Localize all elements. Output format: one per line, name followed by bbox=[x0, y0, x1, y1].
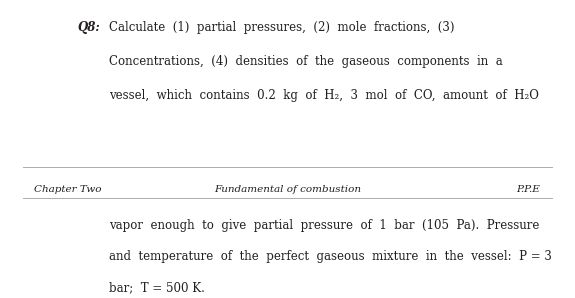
Text: Fundamental of combustion: Fundamental of combustion bbox=[214, 185, 361, 194]
Text: and  temperature  of  the  perfect  gaseous  mixture  in  the  vessel:  P = 3: and temperature of the perfect gaseous m… bbox=[109, 250, 552, 263]
Text: vessel,  which  contains  0.2  kg  of  H₂,  3  mol  of  CO,  amount  of  H₂O: vessel, which contains 0.2 kg of H₂, 3 m… bbox=[109, 89, 539, 103]
Text: Chapter Two: Chapter Two bbox=[34, 185, 102, 194]
Text: Q8:: Q8: bbox=[78, 21, 101, 34]
Text: Calculate  (1)  partial  pressures,  (2)  mole  fractions,  (3): Calculate (1) partial pressures, (2) mol… bbox=[109, 21, 455, 34]
Text: vapor  enough  to  give  partial  pressure  of  1  bar  (105  Pa).  Pressure: vapor enough to give partial pressure of… bbox=[109, 219, 539, 232]
Text: bar;  T = 500 K.: bar; T = 500 K. bbox=[109, 282, 205, 295]
Text: P.P.E: P.P.E bbox=[516, 185, 540, 194]
Text: Concentrations,  (4)  densities  of  the  gaseous  components  in  a: Concentrations, (4) densities of the gas… bbox=[109, 55, 503, 68]
